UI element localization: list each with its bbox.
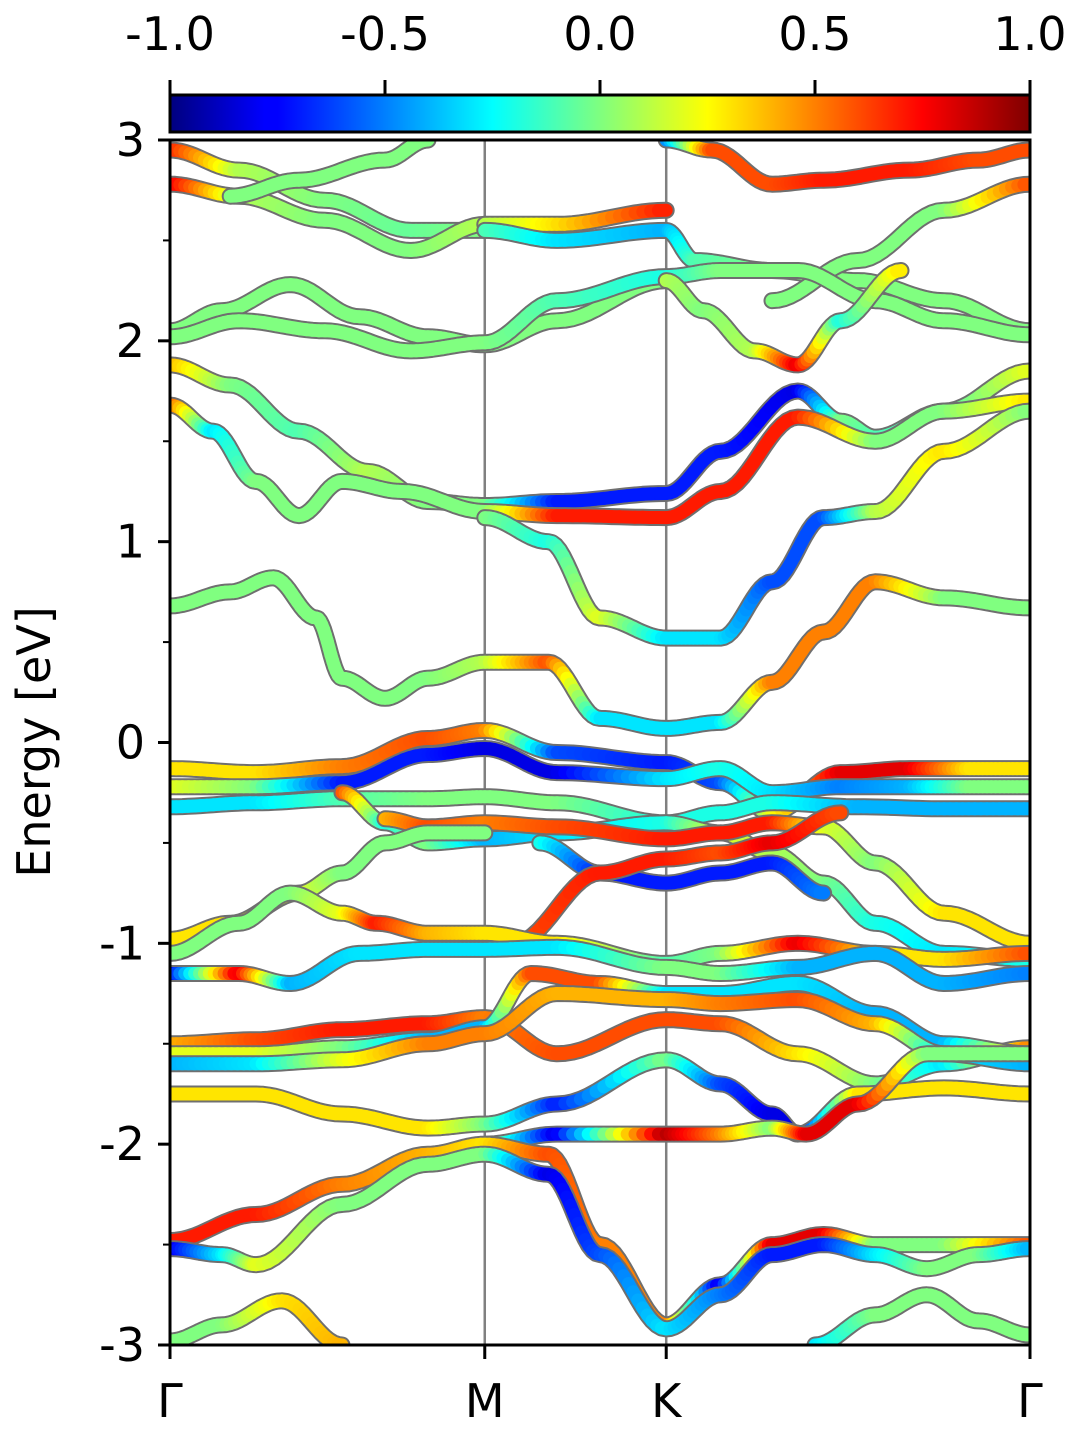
band-series (476, 1045, 1030, 1153)
colorbar-gradient (168, 93, 1032, 134)
band-series (476, 201, 675, 233)
plot-area: 3 2 1 0 -1 -2 -3 Γ M K Γ Energy [eV] (7, 113, 1043, 1428)
y-tick-label: 0 (116, 716, 145, 770)
y-axis-ticks: 3 2 1 0 -1 -2 -3 (99, 113, 170, 1372)
colorbar: -1.0 -0.5 0.0 0.5 1.0 (125, 7, 1067, 134)
colorbar-tick-label: -0.5 (340, 7, 430, 61)
band-series (657, 262, 910, 374)
y-tick-label: 3 (116, 113, 145, 167)
band-series (170, 262, 1030, 360)
band-series (221, 140, 437, 205)
band-series (657, 140, 1030, 193)
x-tick-label: Γ (1017, 1374, 1043, 1428)
colorbar-tick-label: 0.5 (778, 7, 851, 61)
band-series (170, 985, 1030, 1073)
y-tick-label: -3 (99, 1318, 145, 1372)
band-series (763, 175, 1030, 310)
y-tick-label: -2 (99, 1117, 145, 1171)
band-series (806, 1286, 1030, 1345)
band-series (170, 740, 1030, 802)
colorbar-tick-label: 0.0 (563, 7, 636, 61)
band-series (376, 810, 1030, 952)
y-axis-label: Energy [eV] (7, 606, 61, 877)
band-series (170, 788, 1030, 832)
band-series (170, 1145, 1030, 1338)
band-segment (890, 264, 908, 278)
colorbar-ticks: -1.0 -0.5 0.0 0.5 1.0 (125, 7, 1067, 95)
y-tick-label: 1 (116, 515, 145, 569)
band-series (170, 1292, 351, 1345)
x-tick-label: K (651, 1374, 683, 1428)
colorbar-tick-label: -1.0 (125, 7, 215, 61)
colorbar-tick-label: 1.0 (993, 7, 1066, 61)
y-tick-label: -1 (99, 916, 145, 970)
bands (170, 140, 1030, 1345)
band-series (170, 965, 1030, 1063)
band-series (170, 392, 1030, 527)
x-tick-label: M (465, 1374, 505, 1428)
band-series (170, 569, 1030, 737)
band-series (476, 402, 1030, 647)
y-tick-label: 2 (116, 314, 145, 368)
band-series (170, 938, 1030, 992)
x-tick-label: Γ (157, 1374, 183, 1428)
